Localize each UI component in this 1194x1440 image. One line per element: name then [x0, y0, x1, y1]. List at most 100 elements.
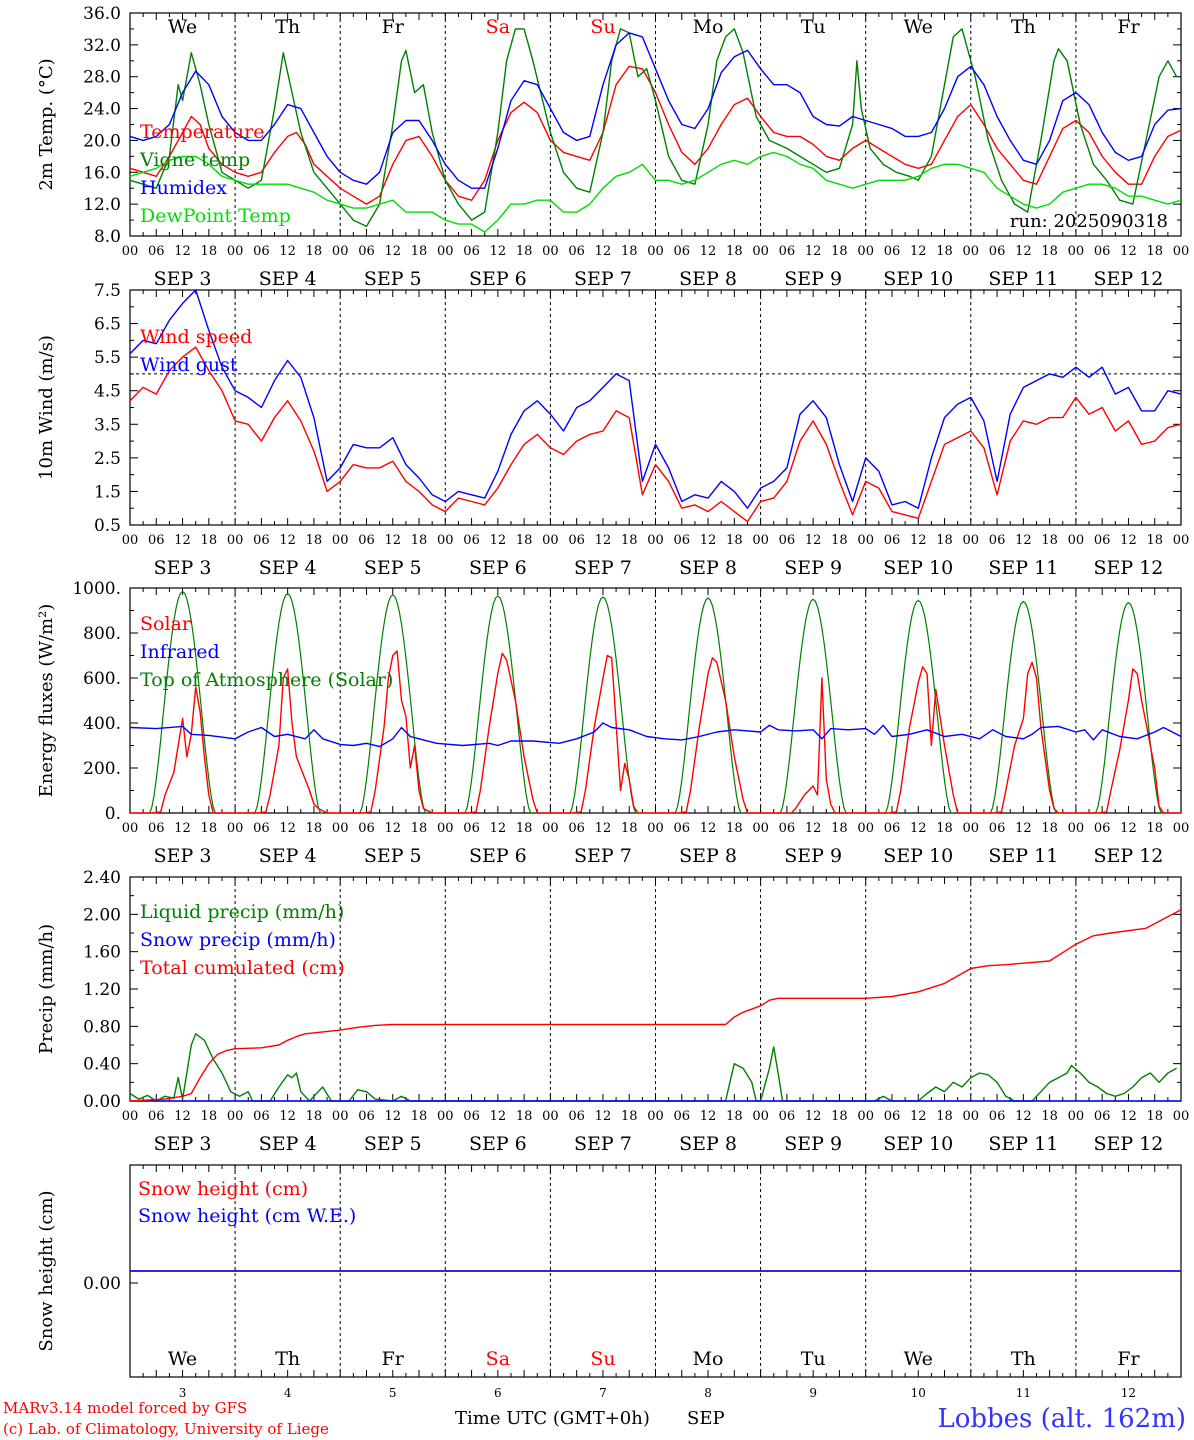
series-line [129, 346, 1182, 523]
hour-tick-label: 00 [857, 244, 874, 259]
hour-tick-label: 18 [936, 1109, 953, 1124]
date-label: SEP 3 [154, 268, 212, 290]
toa-solar-line [357, 593, 428, 814]
hour-tick-label: 06 [674, 244, 691, 259]
legend-entry: Liquid precip (mm/h) [140, 901, 344, 923]
hour-tick-label: 00 [122, 821, 139, 836]
y-tick-label: 2.40 [83, 868, 121, 888]
y-tick-label: 0. [105, 804, 121, 824]
hour-tick-label: 00 [963, 1109, 980, 1124]
hour-tick-label: 06 [568, 821, 585, 836]
y-tick-label: 0.00 [83, 1274, 121, 1294]
hour-tick-label: 00 [647, 533, 664, 548]
date-number-label: 10 [911, 1386, 926, 1400]
hour-tick-label: 18 [726, 244, 743, 259]
y-tick-label: 36.0 [83, 4, 121, 24]
date-number-label: 6 [494, 1386, 502, 1400]
date-label: SEP 3 [154, 557, 212, 579]
date-label: SEP 10 [883, 557, 953, 579]
legend-entry: Total cumulated (cm) [140, 957, 345, 979]
y-tick-label: 3.5 [94, 415, 121, 435]
hour-tick-label: 00 [332, 1109, 349, 1124]
hour-tick-label: 18 [411, 244, 428, 259]
day-label: Mo [693, 16, 724, 38]
hour-tick-label: 00 [227, 244, 244, 259]
x-axis-label: Time UTC (GMT+0h) [455, 1408, 650, 1429]
hour-tick-label: 06 [253, 533, 270, 548]
day-label: We [168, 16, 197, 38]
y-tick-label: 8.0 [94, 227, 121, 247]
day-label: Fr [382, 16, 405, 38]
hour-tick-label: 18 [411, 1109, 428, 1124]
hour-tick-label: 12 [805, 1109, 822, 1124]
date-label: SEP 4 [259, 845, 317, 867]
hour-tick-label: 18 [1146, 533, 1163, 548]
hour-tick-label: 18 [201, 533, 218, 548]
hour-tick-label: 12 [384, 821, 401, 836]
date-label: SEP 10 [883, 1133, 953, 1155]
hour-tick-label: 18 [516, 244, 533, 259]
hour-tick-label: 00 [963, 244, 980, 259]
hour-tick-label: 12 [595, 821, 612, 836]
y-tick-label: 16.0 [83, 163, 121, 183]
hour-tick-label: 00 [332, 533, 349, 548]
date-label: SEP 3 [154, 1133, 212, 1155]
hour-tick-label: 06 [989, 1109, 1006, 1124]
legend-entry: Wind speed [140, 326, 252, 348]
date-label: SEP 7 [574, 557, 632, 579]
day-label: Th [275, 1348, 300, 1370]
date-label: SEP 11 [988, 1133, 1058, 1155]
y-axis-title: Energy fluxes (W/m²) [36, 604, 57, 798]
hour-tick-label: 12 [1120, 1109, 1137, 1124]
hour-tick-label: 00 [752, 533, 769, 548]
date-label: SEP 5 [364, 845, 422, 867]
legend-entry: Top of Atmosphere (Solar) [140, 669, 393, 691]
y-tick-label: 2.5 [94, 449, 121, 469]
hour-tick-label: 18 [831, 1109, 848, 1124]
date-number-label: 7 [599, 1386, 607, 1400]
series-line [130, 650, 1181, 814]
date-label: SEP 11 [988, 268, 1058, 290]
hour-tick-label: 06 [674, 1109, 691, 1124]
hour-tick-label: 06 [253, 821, 270, 836]
date-label: SEP 7 [574, 1133, 632, 1155]
hour-tick-label: 12 [384, 533, 401, 548]
hour-tick-label: 12 [174, 1109, 191, 1124]
y-tick-label: 0.00 [83, 1092, 121, 1112]
legend-entry: DewPoint Temp [140, 205, 291, 227]
hour-tick-label: 06 [674, 821, 691, 836]
hour-tick-label: 12 [595, 1109, 612, 1124]
hour-tick-label: 18 [1041, 821, 1058, 836]
y-tick-label: 200. [83, 759, 121, 779]
hour-tick-label: 12 [174, 244, 191, 259]
day-label: Fr [382, 1348, 405, 1370]
hour-tick-label: 12 [1015, 821, 1032, 836]
x-axis-month: SEP [687, 1408, 725, 1429]
date-label: SEP 6 [469, 557, 527, 579]
hour-tick-label: 06 [568, 1109, 585, 1124]
toa-solar-line [778, 598, 849, 814]
date-label: SEP 9 [784, 845, 842, 867]
date-label: SEP 8 [679, 1133, 737, 1155]
hour-tick-label: 00 [647, 1109, 664, 1124]
hour-tick-label: 12 [595, 533, 612, 548]
date-label: SEP 9 [784, 557, 842, 579]
hour-tick-label: 12 [1015, 1109, 1032, 1124]
hour-tick-label: 00 [963, 821, 980, 836]
station-label: Lobbes (alt. 162m) [937, 1404, 1186, 1434]
hour-tick-label: 00 [1173, 1109, 1190, 1124]
y-tick-label: 0.5 [94, 516, 121, 536]
hour-tick-label: 06 [779, 1109, 796, 1124]
hour-tick-label: 18 [831, 821, 848, 836]
date-label: SEP 8 [679, 845, 737, 867]
hour-tick-label: 00 [227, 1109, 244, 1124]
date-label: SEP 8 [679, 268, 737, 290]
series-line [129, 909, 1182, 1102]
y-tick-label: 12.0 [83, 195, 121, 215]
hour-tick-label: 06 [884, 1109, 901, 1124]
hour-tick-label: 00 [752, 244, 769, 259]
date-label: SEP 7 [574, 268, 632, 290]
date-label: SEP 4 [259, 1133, 317, 1155]
hour-tick-label: 12 [490, 821, 507, 836]
